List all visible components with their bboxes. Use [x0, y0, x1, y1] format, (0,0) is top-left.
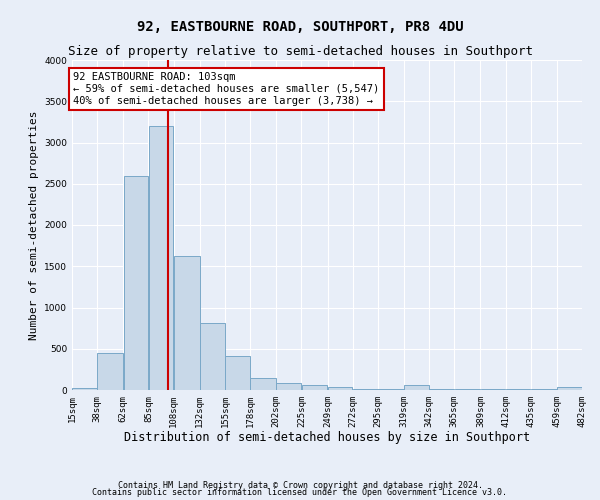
Bar — [328, 387, 352, 390]
Text: 92 EASTBOURNE ROAD: 103sqm
← 59% of semi-detached houses are smaller (5,547)
40%: 92 EASTBOURNE ROAD: 103sqm ← 59% of semi… — [73, 72, 379, 106]
Text: Contains public sector information licensed under the Open Government Licence v3: Contains public sector information licen… — [92, 488, 508, 497]
Bar — [302, 384, 327, 390]
Bar — [225, 356, 250, 390]
Bar — [531, 389, 557, 390]
Bar — [149, 126, 173, 390]
Bar — [378, 389, 404, 390]
Bar — [277, 384, 301, 390]
Bar — [250, 378, 276, 390]
Bar — [124, 176, 148, 390]
Bar — [481, 389, 505, 390]
Text: 92, EASTBOURNE ROAD, SOUTHPORT, PR8 4DU: 92, EASTBOURNE ROAD, SOUTHPORT, PR8 4DU — [137, 20, 463, 34]
Bar — [353, 389, 377, 390]
Bar — [455, 389, 480, 390]
Bar — [506, 389, 530, 390]
Bar — [174, 256, 199, 390]
Bar — [72, 388, 97, 390]
Y-axis label: Number of semi-detached properties: Number of semi-detached properties — [29, 110, 38, 340]
X-axis label: Distribution of semi-detached houses by size in Southport: Distribution of semi-detached houses by … — [124, 432, 530, 444]
Bar — [430, 389, 454, 390]
Text: Size of property relative to semi-detached houses in Southport: Size of property relative to semi-detach… — [67, 45, 533, 58]
Bar — [97, 353, 123, 390]
Text: Contains HM Land Registry data © Crown copyright and database right 2024.: Contains HM Land Registry data © Crown c… — [118, 480, 482, 490]
Bar — [200, 323, 224, 390]
Bar — [404, 385, 429, 390]
Bar — [557, 386, 582, 390]
